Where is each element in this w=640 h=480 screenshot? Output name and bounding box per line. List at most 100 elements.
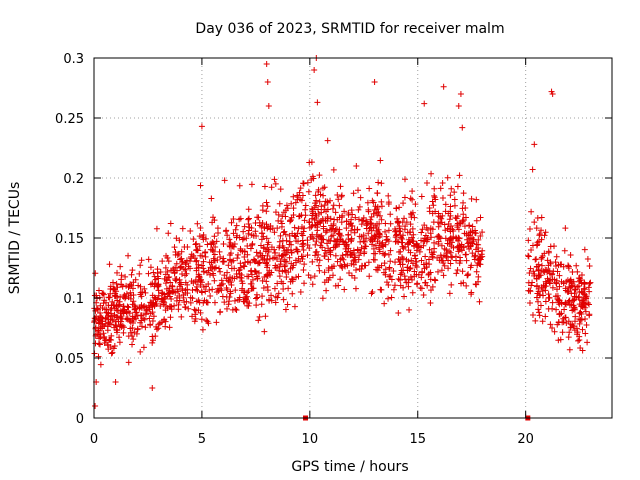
- data-point: [210, 214, 217, 221]
- data-point: [323, 250, 330, 257]
- data-point: [201, 297, 208, 304]
- data-point: [241, 223, 248, 230]
- data-point: [394, 219, 401, 226]
- data-point: [230, 230, 237, 237]
- data-point: [156, 320, 163, 327]
- data-point: [567, 284, 574, 291]
- data-point: [366, 185, 373, 192]
- data-point: [187, 294, 194, 301]
- data-point: [533, 225, 540, 232]
- data-point: [442, 235, 449, 242]
- data-point: [313, 197, 320, 204]
- data-point: [408, 234, 415, 241]
- data-point: [188, 251, 195, 258]
- x-tick-label: 0: [90, 432, 98, 447]
- data-point: [420, 291, 427, 298]
- data-point: [365, 259, 372, 266]
- data-point: [418, 229, 425, 236]
- data-point: [545, 294, 552, 301]
- data-point: [208, 195, 215, 202]
- data-point: [371, 256, 378, 263]
- data-point: [92, 340, 99, 347]
- data-point: [244, 243, 251, 250]
- data-point: [538, 227, 545, 234]
- data-point: [232, 287, 239, 294]
- data-point: [397, 282, 404, 289]
- data-point: [570, 323, 577, 330]
- data-point: [342, 245, 349, 252]
- data-point: [198, 262, 205, 269]
- data-point: [376, 244, 383, 251]
- data-point: [320, 223, 327, 230]
- data-point: [217, 254, 224, 261]
- data-point: [175, 250, 182, 257]
- data-point: [299, 243, 306, 250]
- data-point: [193, 240, 200, 247]
- data-point: [111, 305, 118, 312]
- data-point: [113, 323, 120, 330]
- data-point: [534, 290, 541, 297]
- data-point: [103, 309, 110, 316]
- data-point: [435, 233, 442, 240]
- data-point: [196, 274, 203, 281]
- data-point: [413, 264, 420, 271]
- data-point: [99, 318, 106, 325]
- data-point: [553, 306, 560, 313]
- data-point: [569, 307, 576, 314]
- data-point: [195, 264, 202, 271]
- data-point: [110, 301, 117, 308]
- data-point: [270, 255, 277, 262]
- data-point: [271, 285, 278, 292]
- data-point: [168, 267, 175, 274]
- data-point: [352, 254, 359, 261]
- data-point: [359, 262, 366, 269]
- data-point: [211, 257, 218, 264]
- data-point: [549, 91, 556, 97]
- data-point: [446, 290, 453, 297]
- data-point: [181, 299, 188, 306]
- data-point: [255, 269, 262, 276]
- data-point: [300, 180, 307, 187]
- data-point: [534, 215, 541, 222]
- data-point: [538, 236, 545, 243]
- data-point: [207, 246, 214, 253]
- data-point: [101, 333, 108, 340]
- data-point: [227, 288, 234, 295]
- data-point: [164, 305, 171, 312]
- data-point: [558, 300, 565, 307]
- data-point: [387, 220, 394, 227]
- data-point: [425, 270, 432, 277]
- data-point: [377, 157, 384, 164]
- data-point: [105, 316, 112, 323]
- data-point: [211, 277, 218, 284]
- data-point: [407, 195, 414, 202]
- data-point: [571, 306, 578, 313]
- data-point: [213, 264, 220, 271]
- data-point: [287, 247, 294, 254]
- data-point: [386, 264, 393, 271]
- data-point: [341, 208, 348, 215]
- data-point: [280, 296, 287, 303]
- data-point: [338, 214, 345, 221]
- data-point: [446, 248, 453, 255]
- data-point: [376, 248, 383, 255]
- data-point: [172, 251, 179, 258]
- data-point: [316, 198, 323, 205]
- data-point: [296, 212, 303, 219]
- data-point: [586, 311, 593, 318]
- data-point: [150, 269, 157, 276]
- data-point: [429, 198, 436, 205]
- data-point: [574, 268, 581, 275]
- data-point: [208, 241, 215, 248]
- data-point: [407, 229, 414, 236]
- data-point: [412, 252, 419, 259]
- data-point: [413, 247, 420, 254]
- data-point: [360, 217, 367, 224]
- data-point: [142, 311, 149, 318]
- data-point: [196, 233, 203, 240]
- data-point: [108, 350, 115, 357]
- data-point: [427, 287, 434, 294]
- data-point: [164, 293, 171, 300]
- data-point: [447, 203, 454, 210]
- data-point: [196, 243, 203, 250]
